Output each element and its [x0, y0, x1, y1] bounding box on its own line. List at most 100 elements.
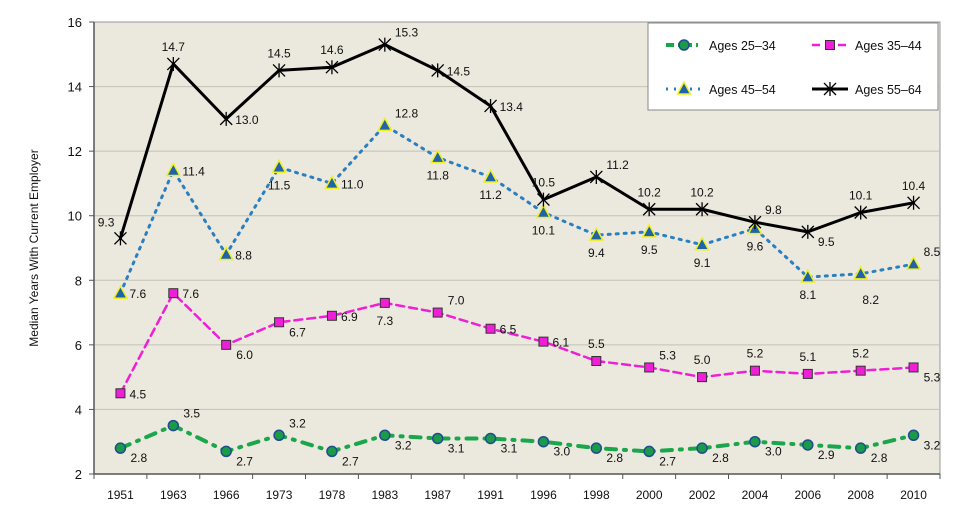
data-label: 3.5	[183, 407, 200, 421]
data-label: 11.2	[479, 188, 502, 202]
data-label: 6.9	[341, 310, 358, 324]
x-tick-label: 2004	[742, 488, 769, 502]
data-point	[907, 429, 920, 442]
data-label: 13.0	[235, 113, 259, 127]
data-label: 2.7	[342, 454, 359, 468]
x-tick-label: 1966	[213, 488, 240, 502]
x-tick-label: 2010	[900, 488, 927, 502]
data-label: 7.3	[376, 314, 393, 328]
x-tick-label: 1963	[160, 488, 187, 502]
legend-label: Ages 35–44	[855, 39, 922, 53]
data-point	[588, 226, 605, 241]
data-point	[378, 37, 392, 52]
data-label: 3.0	[765, 445, 782, 459]
data-point	[641, 223, 657, 238]
y-tick-label: 14	[68, 80, 82, 95]
data-label: 6.1	[552, 336, 569, 350]
data-point	[644, 362, 655, 373]
data-point	[536, 192, 550, 207]
data-point	[431, 432, 444, 445]
data-point	[324, 174, 340, 190]
data-label: 6.0	[236, 348, 253, 362]
data-label: 10.1	[849, 188, 873, 202]
y-tick-label: 16	[68, 15, 82, 30]
data-point	[221, 339, 232, 350]
data-point	[482, 168, 499, 183]
data-point	[167, 419, 180, 432]
data-point	[273, 429, 285, 442]
data-label: 9.8	[765, 203, 782, 217]
data-label: 9.5	[641, 243, 658, 257]
x-tick-label: 1991	[477, 488, 504, 502]
series-line	[119, 291, 915, 395]
data-point	[697, 372, 708, 383]
series-line	[118, 43, 916, 240]
data-label: 9.1	[694, 256, 711, 270]
legend-label: Ages 55–64	[855, 83, 922, 97]
data-point	[431, 63, 445, 78]
data-point	[854, 442, 867, 454]
data-point	[535, 203, 552, 219]
data-label: 9.3	[98, 215, 115, 229]
x-tick-label: 1978	[319, 488, 346, 502]
x-tick-label: 1973	[266, 488, 293, 502]
data-point	[855, 365, 866, 376]
data-point	[114, 442, 127, 454]
data-label: 10.4	[902, 179, 926, 193]
data-point	[377, 116, 393, 132]
data-label: 8.8	[235, 248, 252, 262]
x-tick-label: 2006	[794, 488, 821, 502]
data-point	[326, 445, 338, 458]
legend-box	[647, 22, 939, 111]
data-label: 11.2	[606, 158, 629, 172]
data-point	[379, 297, 390, 308]
data-label: 12.8	[395, 106, 419, 120]
data-label: 8.1	[799, 288, 816, 302]
data-label: 2.8	[606, 451, 623, 465]
data-point	[274, 317, 285, 328]
data-point	[484, 432, 497, 445]
data-point	[696, 442, 708, 454]
data-label: 2.8	[712, 451, 729, 465]
data-label: 3.0	[553, 445, 570, 459]
legend-marker	[676, 80, 692, 95]
data-label: 10.2	[638, 185, 662, 199]
series-line	[118, 123, 916, 295]
data-point	[484, 98, 498, 113]
legend-label: Ages 45–54	[709, 83, 776, 97]
series-line	[118, 423, 916, 454]
data-point	[220, 445, 232, 458]
data-point	[905, 255, 922, 270]
data-point	[748, 215, 762, 230]
data-point	[800, 268, 816, 283]
data-point	[166, 56, 180, 71]
data-point	[802, 439, 814, 451]
data-point	[907, 195, 921, 210]
data-label: 3.1	[448, 441, 465, 455]
data-label: 3.2	[924, 438, 941, 452]
data-label: 3.1	[501, 441, 518, 455]
data-label: 8.2	[862, 293, 879, 307]
data-label: 9.6	[747, 240, 764, 254]
data-label: 13.4	[500, 100, 524, 114]
legend-item: Ages 25–34	[666, 39, 776, 53]
data-label: 10.5	[532, 176, 556, 190]
x-tick-label: 1998	[583, 488, 610, 502]
data-label: 10.2	[690, 185, 714, 199]
data-point	[801, 224, 815, 239]
legend-item: Ages 35–44	[812, 39, 922, 53]
data-label: 7.6	[182, 287, 199, 301]
x-tick-label: 1951	[107, 488, 134, 502]
x-tick-label: 2000	[636, 488, 663, 502]
data-point	[589, 169, 603, 184]
data-label: 7.6	[129, 287, 146, 301]
y-tick-label: 6	[75, 338, 82, 353]
data-label: 14.5	[447, 64, 471, 78]
x-tick-label: 2002	[689, 488, 716, 502]
x-tick-label: 1996	[530, 488, 557, 502]
data-point	[165, 161, 182, 177]
y-tick-label: 4	[75, 402, 82, 417]
data-point	[168, 288, 179, 299]
data-point	[432, 307, 443, 318]
